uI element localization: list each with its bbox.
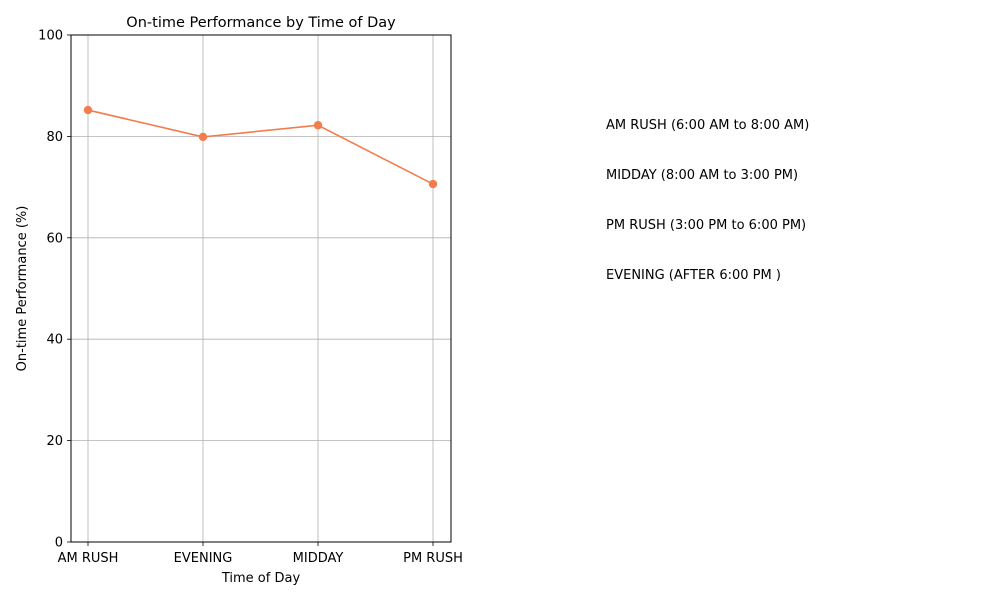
y-tick-label: 100 (38, 29, 63, 44)
x-tick-label: PM RUSH (403, 551, 463, 566)
chart-title: On-time Performance by Time of Day (126, 15, 396, 31)
x-tick-label: EVENING (174, 551, 233, 566)
x-axis-label: Time of Day (221, 571, 301, 586)
series-layer (83, 105, 438, 189)
y-tick-label: 20 (46, 434, 63, 449)
grid-lines (71, 35, 451, 542)
y-tick-label: 80 (46, 130, 63, 145)
note-am-rush: AM RUSH (6:00 AM to 8:00 AM) (606, 118, 810, 134)
note-midday: MIDDAY (8:00 AM to 3:00 PM) (606, 167, 799, 183)
series-line (87, 109, 434, 185)
x-tick-label: MIDDAY (293, 551, 344, 566)
plot-frame (70, 34, 452, 543)
note-evening: EVENING (AFTER 6:00 PM ) (606, 267, 781, 283)
y-tick-label: 40 (46, 333, 63, 348)
note-pm-rush: PM RUSH (3:00 PM to 6:00 PM) (606, 217, 807, 233)
data-point (428, 179, 438, 189)
y-axis-label: On-time Performance (%) (15, 206, 30, 372)
x-tick-label: AM RUSH (58, 551, 119, 566)
data-point (83, 105, 93, 115)
axis-ticks: AM RUSH EVENING MIDDAY PM RUSH 0 20 40 60 80 100 (38, 29, 463, 567)
time-period-notes: AM RUSH (6:00 AM to 8:00 AM) MIDDAY (8:0… (606, 85, 809, 301)
data-point (313, 121, 323, 130)
y-tick-label: 0 (55, 536, 63, 551)
y-tick-label: 60 (46, 231, 63, 246)
data-point (198, 132, 208, 142)
